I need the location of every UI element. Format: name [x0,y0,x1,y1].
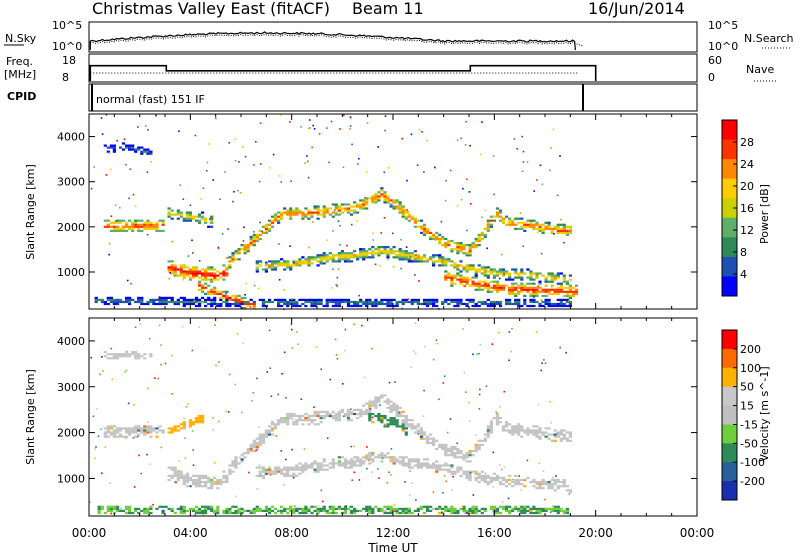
power-colorbar-segment [722,237,737,258]
velocity-y-tick-label: 4000 [57,335,85,348]
power-y-tick-label: 3000 [57,176,85,189]
velocity-colorbar-tick: -15 [740,418,758,431]
velocity-colorbar-tick: 50 [740,381,754,394]
velocity-colorbar-segment [722,330,737,350]
velocity-y-axis-label: Slant Range [km] [24,369,37,465]
cpid-panel: CPID normal (fast) 151 IF [7,83,698,112]
power-colorbar-segment [722,139,737,160]
freq-tick-top: 18 [62,54,76,67]
nsky-panel: N.Sky 10^5 10^0 10^5 10^0 N.Search [4,19,794,53]
power-colorbar-segment [722,276,737,297]
power-colorbar-tick: 12 [740,224,754,237]
x-tick-label: 20:00 [578,526,613,540]
nsky-label: N.Sky [5,32,37,45]
freq-tick-bottom: 8 [62,71,69,84]
power-panel: 1000 2000 3000 4000 Slant Range [km] [24,113,698,310]
cpid-value: normal (fast) 151 IF [96,93,205,106]
power-colorbar-tick: 4 [740,268,747,281]
freq-label-line2: [MHz] [4,68,36,81]
velocity-colorbar-segment [722,424,737,444]
velocity-colorbar-segment [722,443,737,463]
nave-tick-bottom: 0 [708,71,715,84]
x-axis-label: Time UT [367,541,418,554]
power-colorbar: 28 24 20 16 12 8 4 [721,119,754,297]
velocity-colorbar-segment [722,462,737,482]
velocity-colorbar-tick: 200 [740,343,761,356]
velocity-colorbar-segment [722,405,737,425]
nave-tick-top: 60 [708,54,722,67]
power-colorbar-segment [722,120,737,141]
power-y-tick-label: 2000 [57,221,85,234]
power-colorbar-segment [722,198,737,219]
plot-title: Christmas Valley East (fitACF) [92,0,330,18]
power-colorbar-tick: 20 [740,180,754,193]
velocity-y-tick-label: 2000 [57,427,85,440]
velocity-colorbar-label: Velocity [m s^-1] [758,366,771,461]
cpid-label: CPID [7,90,36,103]
velocity-colorbar-tick: 15 [740,400,754,413]
velocity-panel: 1000 2000 3000 4000 Slant Range [km] [24,317,698,517]
power-colorbar-tick: 8 [740,246,747,259]
power-colorbar-tick: 28 [740,136,754,149]
nave-label: Nave [746,63,774,76]
power-colorbar-tick: 24 [740,158,754,171]
nsky-tick-bottom: 10^0 [52,40,82,53]
power-colorbar-segment [722,178,737,199]
power-y-tick-label: 4000 [57,131,85,144]
x-tick-label: 16:00 [477,526,512,540]
nsearch-tick-bottom: 10^0 [708,40,738,53]
power-colorbar-tick: 16 [740,202,754,215]
nsearch-trace [90,33,584,47]
velocity-y-tick-label: 3000 [57,381,85,394]
velocity-colorbar-tick: 100 [740,362,761,375]
velocity-colorbar-tick: -100 [740,456,765,469]
power-y-axis-label: Slant Range [km] [24,164,37,260]
freq-trace [89,64,597,81]
x-tick-label: 08:00 [274,526,309,540]
nsky-tick-top: 10^5 [52,19,82,32]
nsky-trace [89,31,576,51]
nsearch-tick-top: 10^5 [708,19,738,32]
velocity-colorbar-segment [722,481,737,501]
velocity-colorbar-tick: -50 [740,437,758,450]
date-label: 16/Jun/2014 [588,0,685,18]
beam-label: Beam 11 [352,0,424,18]
freq-panel: Freq. [MHz] 18 8 60 0 Nave [4,53,778,84]
velocity-colorbar-tick: -200 [740,475,765,488]
power-colorbar-segment [722,159,737,180]
velocity-heatmap [89,320,572,516]
power-colorbar-segment [722,256,737,277]
velocity-colorbar: 200 100 50 15 -15 -50 -100 -200 [721,329,765,501]
x-tick-label: 12:00 [376,526,411,540]
x-tick-label: 00:00 [680,526,715,540]
x-tick-label: 04:00 [173,526,208,540]
x-tick-label: 00:00 [72,526,107,540]
power-colorbar-segment [722,217,737,238]
velocity-colorbar-segment [722,348,737,369]
velocity-colorbar-segment [722,367,737,388]
nsearch-label: N.Search [744,32,794,45]
velocity-colorbar-segment [722,386,737,407]
power-y-tick-label: 1000 [57,266,85,279]
freq-label-line1: Freq. [6,55,33,68]
velocity-y-tick-label: 1000 [57,472,85,485]
power-heatmap [90,114,579,310]
power-colorbar-label: Power [dB] [758,184,771,244]
